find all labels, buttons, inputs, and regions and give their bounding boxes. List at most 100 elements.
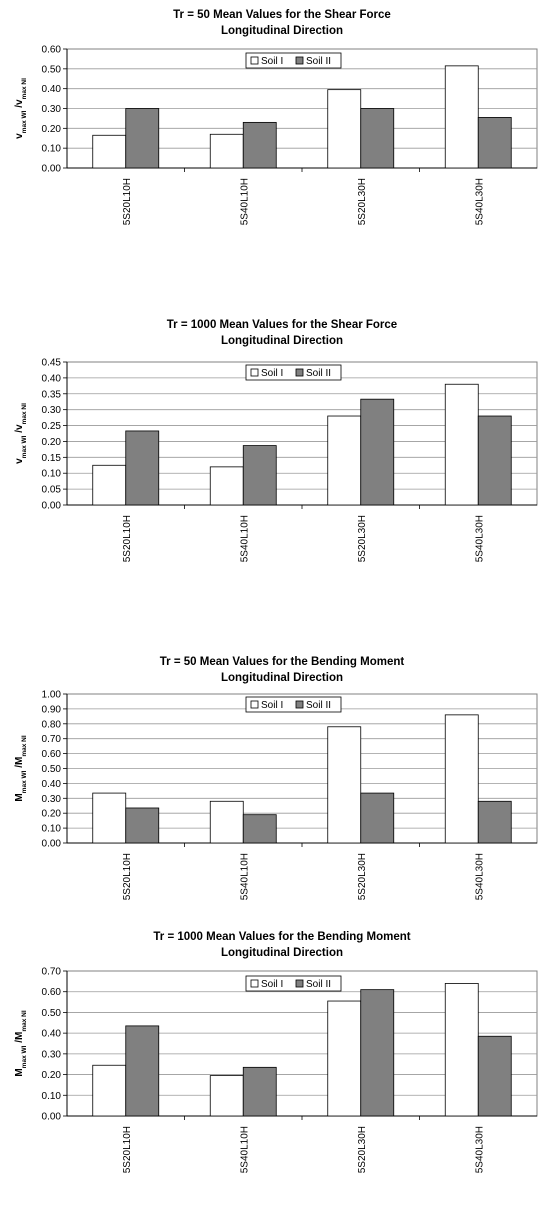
chart-subtitle: Longitudinal Direction: [221, 25, 343, 37]
y-tick-label: 0.50: [42, 764, 62, 775]
y-tick-label: 0.40: [42, 1029, 62, 1040]
category-label: 5S20L30H: [357, 178, 368, 225]
legend-box: [245, 52, 342, 69]
bar-soil-i: [92, 1064, 127, 1117]
y-tick-label: 1.00: [42, 690, 62, 701]
y-tick-label: 0.60: [42, 45, 62, 56]
category-label: 5S40L10H: [239, 178, 250, 225]
category-label: 5S40L10H: [239, 515, 250, 562]
bar-soil-ii: [242, 814, 277, 844]
legend-swatch: [250, 979, 259, 988]
category-label: 5S20L10H: [122, 853, 133, 900]
y-tick-label: 0.90: [42, 704, 62, 715]
bar-soil-i: [327, 1000, 362, 1117]
bar-soil-i: [209, 133, 244, 169]
bar-soil-ii: [360, 108, 395, 169]
legend-label: Soil I: [261, 979, 283, 990]
y-tick-label: 0.40: [42, 373, 62, 384]
y-axis-label: Mmax WI /Mmax NI: [14, 735, 28, 802]
category-label: 5S40L10H: [239, 853, 250, 900]
category-label: 5S40L30H: [474, 1126, 485, 1173]
bar-soil-ii: [125, 430, 160, 506]
category-label: 5S40L30H: [474, 515, 485, 562]
y-tick-label: 0.00: [42, 1112, 62, 1123]
legend-swatch: [250, 368, 259, 377]
bar-soil-ii: [125, 108, 160, 169]
shear-force-tr50-chart: Tr = 50 Mean Values for the Shear Force L…: [14, 9, 538, 225]
category-label: 5S20L30H: [357, 1126, 368, 1173]
y-tick-label: 0.30: [42, 104, 62, 115]
bar-soil-i: [444, 65, 479, 169]
y-tick-label: 0.00: [42, 164, 62, 175]
category-label: 5S20L10H: [122, 178, 133, 225]
legend: Soil I Soil II: [245, 696, 342, 713]
legend-label: Soil II: [306, 368, 331, 379]
bar-soil-i: [444, 983, 479, 1117]
bar-soil-ii: [242, 1066, 277, 1117]
bar-soil-i: [327, 726, 362, 844]
legend-box: [245, 975, 342, 992]
y-tick-label: 0.30: [42, 405, 62, 416]
category-label: 5S20L30H: [357, 515, 368, 562]
legend-label: Soil II: [306, 979, 331, 990]
y-tick-label: 0.60: [42, 749, 62, 760]
bar-soil-ii: [360, 398, 395, 506]
chart-title: Tr = 1000 Mean Values for the Shear Forc…: [167, 319, 397, 331]
y-tick-label: 0.45: [42, 358, 62, 369]
category-label: 5S20L30H: [357, 853, 368, 900]
chart-panel-2: Tr = 1000 Mean Values for the Shear Forc…: [0, 300, 545, 590]
y-tick-label: 0.70: [42, 734, 62, 745]
y-tick-label: 0.40: [42, 84, 62, 95]
legend-box: [245, 364, 342, 381]
category-label: 5S40L10H: [239, 1126, 250, 1173]
legend-swatch: [295, 368, 304, 377]
y-tick-label: 0.05: [42, 485, 62, 496]
bar-soil-ii: [125, 807, 160, 844]
y-tick-label: 0.20: [42, 809, 62, 820]
bar-soil-i: [444, 714, 479, 844]
bar-soil-i: [92, 792, 127, 844]
legend: Soil I Soil II: [245, 975, 342, 992]
chart-title: Tr = 50 Mean Values for the Bending Mome…: [160, 656, 405, 668]
bar-soil-i: [92, 134, 127, 169]
y-tick-label: 0.30: [42, 1049, 62, 1060]
legend: Soil I Soil II: [245, 52, 342, 69]
legend-swatch: [295, 56, 304, 65]
y-axis-label: vmax WI /vmax NI: [14, 78, 28, 139]
chart-subtitle: Longitudinal Direction: [221, 335, 343, 347]
legend-label: Soil II: [306, 56, 331, 67]
y-axis-label: vmax WI /vmax NI: [14, 403, 28, 464]
bar-soil-i: [209, 1075, 244, 1117]
bar-soil-ii: [477, 800, 512, 844]
y-tick-label: 0.15: [42, 453, 62, 464]
chart-title: Tr = 50 Mean Values for the Shear Force: [173, 9, 391, 21]
y-tick-label: 0.50: [42, 1008, 62, 1019]
legend: Soil I Soil II: [245, 364, 342, 381]
bar-soil-i: [327, 415, 362, 506]
bar-soil-ii: [360, 989, 395, 1117]
y-tick-label: 0.35: [42, 389, 62, 400]
bar-soil-ii: [242, 121, 277, 169]
y-tick-label: 0.25: [42, 421, 62, 432]
legend-label: Soil I: [261, 368, 283, 379]
bar-soil-i: [209, 800, 244, 844]
category-label: 5S40L30H: [474, 178, 485, 225]
legend-swatch: [250, 700, 259, 709]
bar-soil-i: [327, 89, 362, 169]
bar-soil-ii: [360, 792, 395, 844]
y-tick-label: 0.60: [42, 987, 62, 998]
chart-subtitle: Longitudinal Direction: [221, 672, 343, 684]
y-tick-label: 0.20: [42, 124, 62, 135]
legend-swatch: [250, 56, 259, 65]
y-tick-label: 0.30: [42, 794, 62, 805]
bar-soil-ii: [477, 117, 512, 169]
bar-soil-i: [444, 383, 479, 506]
bar-soil-ii: [477, 1035, 512, 1117]
y-axis-label: Mmax WI /Mmax NI: [14, 1010, 28, 1077]
legend-swatch: [295, 700, 304, 709]
chart-panel-1: Tr = 50 Mean Values for the Shear Force L…: [0, 0, 545, 290]
y-tick-label: 0.40: [42, 779, 62, 790]
y-tick-label: 0.00: [42, 501, 62, 512]
y-tick-label: 0.10: [42, 144, 62, 155]
category-label: 5S20L10H: [122, 515, 133, 562]
